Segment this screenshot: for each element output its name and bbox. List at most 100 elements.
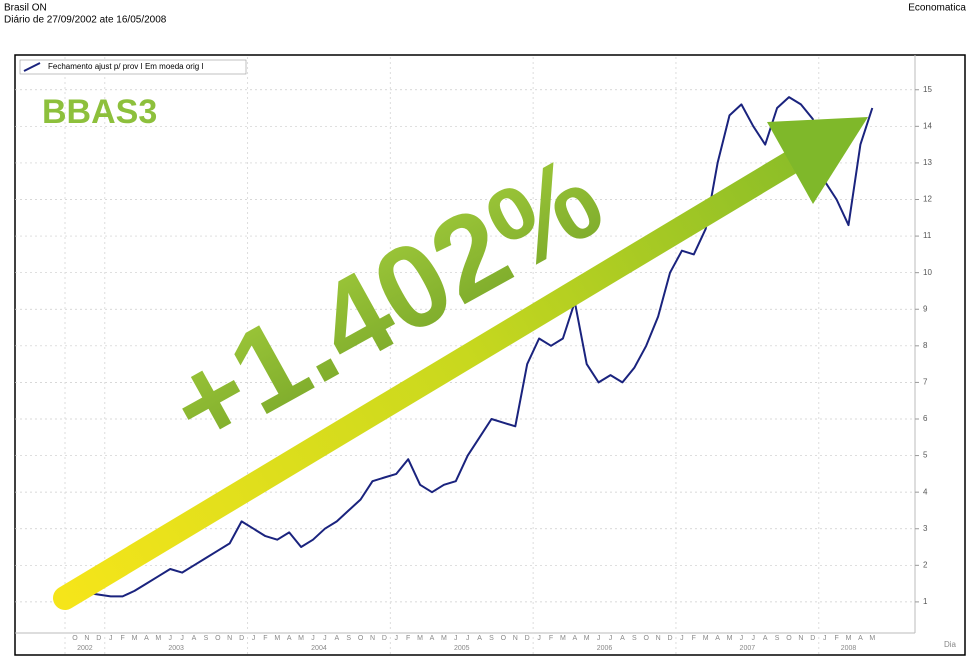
x-tick-label: J <box>252 635 256 642</box>
y-tick-label: 13 <box>923 158 932 167</box>
x-tick-label: M <box>560 635 566 642</box>
subtitle: Diário de 27/09/2002 ate 16/05/2008 <box>4 15 167 26</box>
x-tick-label: J <box>311 635 315 642</box>
arrow-head <box>767 117 868 204</box>
x-tick-label: F <box>263 635 267 642</box>
x-tick-label: N <box>84 635 89 642</box>
y-tick-label: 12 <box>923 195 932 204</box>
price-line <box>74 96 874 598</box>
x-tick-label: A <box>334 635 339 642</box>
x-tick-label: A <box>763 635 768 642</box>
year-label: 2008 <box>841 645 857 652</box>
x-tick-label: O <box>72 635 78 642</box>
legend-label: Fechamento ajust p/ prov I Em moeda orig… <box>48 62 204 71</box>
x-tick-label: J <box>609 635 613 642</box>
x-tick-label: S <box>775 635 780 642</box>
x-tick-label: N <box>227 635 232 642</box>
x-tick-label: A <box>287 635 292 642</box>
year-label: 2003 <box>168 645 184 652</box>
x-tick-label: D <box>239 635 244 642</box>
x-tick-label: A <box>477 635 482 642</box>
x-tick-label: O <box>358 635 364 642</box>
x-tick-label: F <box>549 635 553 642</box>
x-tick-label: S <box>489 635 494 642</box>
x-tick-label: D <box>525 635 530 642</box>
y-tick-label: 6 <box>923 414 928 423</box>
y-tick-label: 1 <box>923 597 928 606</box>
x-tick-label: A <box>858 635 863 642</box>
x-tick-label: O <box>501 635 507 642</box>
x-tick-label: F <box>406 635 410 642</box>
x-tick-label: S <box>632 635 637 642</box>
x-tick-label: D <box>96 635 101 642</box>
year-label: 2002 <box>77 645 93 652</box>
x-tick-label: J <box>168 635 172 642</box>
y-tick-label: 3 <box>923 524 928 533</box>
y-tick-label: 15 <box>923 85 932 94</box>
x-tick-label: J <box>323 635 327 642</box>
x-tick-label: M <box>846 635 852 642</box>
y-tick-label: 5 <box>923 451 928 460</box>
x-tick-label: D <box>382 635 387 642</box>
source: Economatica <box>908 3 966 14</box>
year-label: 2004 <box>311 645 327 652</box>
x-tick-label: M <box>155 635 161 642</box>
x-tick-label: M <box>584 635 590 642</box>
x-tick-label: J <box>740 635 744 642</box>
y-tick-label: 7 <box>923 378 928 387</box>
x-tick-label: O <box>643 635 649 642</box>
x-tick-label: M <box>298 635 304 642</box>
x-tick-label: A <box>620 635 625 642</box>
year-label: 2005 <box>454 645 470 652</box>
x-tick-label: N <box>656 635 661 642</box>
legend-swatch <box>23 62 41 72</box>
x-tick-label: J <box>537 635 541 642</box>
y-tick-label: 11 <box>923 231 932 240</box>
x-tick-label: F <box>120 635 124 642</box>
x-tick-label: S <box>204 635 209 642</box>
x-tick-label: N <box>370 635 375 642</box>
x-tick-label: D <box>810 635 815 642</box>
x-axis-label: Dia <box>944 640 957 649</box>
x-tick-label: N <box>798 635 803 642</box>
x-tick-label: A <box>430 635 435 642</box>
x-tick-label: F <box>834 635 838 642</box>
frame <box>14 54 966 656</box>
plot <box>74 96 874 598</box>
x-tick-label: J <box>597 635 601 642</box>
x-tick-label: M <box>869 635 875 642</box>
y-tick-label: 14 <box>923 121 932 130</box>
annotation: BBAS3 <box>42 93 157 131</box>
x-tick-label: J <box>109 635 113 642</box>
grid <box>15 57 919 655</box>
x-tick-label: D <box>667 635 672 642</box>
x-tick-label: J <box>180 635 184 642</box>
x-tick-label: J <box>466 635 470 642</box>
x-tick-label: A <box>192 635 197 642</box>
x-tick-label: N <box>513 635 518 642</box>
x-tick-label: M <box>727 635 733 642</box>
y-tick-label: 8 <box>923 341 928 350</box>
x-tick-label: M <box>703 635 709 642</box>
x-tick-label: A <box>715 635 720 642</box>
x-tick-label: M <box>274 635 280 642</box>
x-tick-label: O <box>786 635 792 642</box>
arrow <box>53 151 802 610</box>
x-tick-label: S <box>346 635 351 642</box>
x-tick-label: M <box>132 635 138 642</box>
x-tick-label: O <box>215 635 221 642</box>
y-tick-label: 9 <box>923 304 928 313</box>
x-tick-label: J <box>454 635 458 642</box>
year-label: 2006 <box>597 645 613 652</box>
y-tick-label: 4 <box>923 487 928 496</box>
y-tick-label: 10 <box>923 268 932 277</box>
legend-box <box>19 59 247 75</box>
x-tick-label: J <box>823 635 827 642</box>
x-tick-label: F <box>692 635 696 642</box>
x-tick-label: M <box>441 635 447 642</box>
year-label: 2007 <box>740 645 756 652</box>
x-tick-label: A <box>144 635 149 642</box>
x-tick-label: J <box>680 635 684 642</box>
x-tick-label: A <box>572 635 577 642</box>
